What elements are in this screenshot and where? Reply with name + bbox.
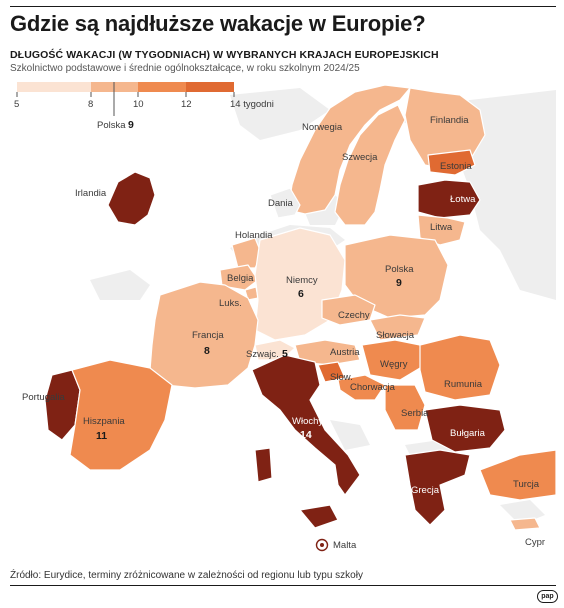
legend-marker-label: Polska (97, 120, 126, 131)
country-cypr (509, 517, 541, 531)
label-luks: Luks. (219, 298, 242, 309)
label-wlochy: Włochy (292, 416, 323, 427)
country-szwecja (334, 104, 406, 226)
country-turcja (479, 449, 557, 501)
label-polska: Polska (385, 264, 414, 275)
label-wegry: Węgry (380, 359, 408, 370)
value-polska: 9 (396, 277, 402, 289)
label-serbia: Serbia (401, 408, 429, 419)
country-wlochy (251, 354, 361, 496)
label-cypr: Cypr (525, 537, 545, 548)
legend-tick-8: 8 (88, 99, 93, 110)
country-belgia (219, 264, 259, 291)
label-litwa: Litwa (430, 222, 453, 233)
country-dania (269, 187, 301, 219)
label-norwegia: Norwegia (302, 122, 343, 133)
country-francja (149, 281, 259, 389)
map-subtitle: DŁUGOŚĆ WAKACJI (W TYGODNIACH) W WYBRANY… (10, 49, 439, 61)
value-szwajcaria: 5 (282, 348, 288, 360)
label-irlandia: Irlandia (75, 188, 107, 199)
label-holandia: Holandia (235, 230, 273, 241)
country-irlandia (107, 171, 156, 226)
label-malta: Malta (333, 540, 357, 551)
legend-tick-12: 12 (181, 99, 192, 110)
label-dania: Dania (268, 198, 294, 209)
country-estonia (427, 149, 476, 176)
label-chorwacja: Chorwacja (350, 382, 396, 393)
country-slowenia (317, 361, 346, 383)
label-szwecja: Szwecja (342, 152, 378, 163)
country-rumunia (419, 334, 501, 401)
label-czechy: Czechy (338, 310, 370, 321)
label-szwajcaria: Szwajc. (246, 349, 279, 360)
value-niemcy: 6 (298, 288, 304, 300)
country-hiszpania (69, 359, 173, 471)
value-wlochy: 14 (300, 429, 312, 441)
source-note: Źródło: Eurydice, terminy zróżnicowane w… (10, 570, 363, 581)
legend-tick-14: 14 tygodni (230, 99, 274, 110)
label-slowenia: Słow. (330, 372, 353, 383)
label-slowacja: Słowacja (376, 330, 415, 341)
legend-marker-value: 9 (128, 119, 134, 131)
label-finlandia: Finlandia (430, 115, 469, 126)
legend-swatch-12-14 (186, 82, 234, 92)
country-wlochy-sardynia (254, 447, 273, 483)
countries (44, 84, 557, 531)
label-turcja: Turcja (513, 479, 540, 490)
legend-swatch-10-12 (138, 82, 186, 92)
country-grecja (404, 449, 471, 526)
bottom-rule (10, 585, 556, 586)
value-francja: 8 (204, 345, 210, 357)
label-austria: Austria (330, 347, 360, 358)
legend-tick-5: 5 (14, 99, 19, 110)
legend: 5 8 10 12 14 tygodni Polska 9 (14, 82, 274, 131)
label-francja: Francja (192, 330, 224, 341)
legend-swatch-5-8 (17, 82, 91, 92)
label-rumunia: Rumunia (444, 379, 483, 390)
malta-marker (315, 538, 329, 552)
label-grecja: Grecja (411, 485, 440, 496)
label-portugalia: Portugalia (22, 392, 65, 403)
map-note: Szkolnictwo podstawowe i średnie ogólnok… (10, 63, 360, 74)
europe-map: Irlandia Norwegia Finlandia Szwecja Esto… (14, 82, 557, 552)
label-bulgaria: Bułgaria (450, 428, 486, 439)
country-slowacja (369, 314, 426, 341)
label-lotwa: Łotwa (450, 194, 476, 205)
top-rule (10, 6, 556, 7)
label-niemcy: Niemcy (286, 275, 318, 286)
country-norwegia (287, 84, 411, 215)
country-bulgaria (424, 404, 506, 453)
label-belgia: Belgia (227, 273, 254, 284)
pap-logo: pap (537, 590, 558, 603)
value-hiszpania: 11 (96, 430, 107, 442)
label-estonia: Estonia (440, 161, 472, 172)
country-serbia (384, 384, 426, 431)
country-wlochy-sycylia (299, 504, 339, 529)
page-title: Gdzie są najdłuższe wakacje w Europie? (10, 11, 426, 36)
country-lotwa (417, 179, 481, 219)
legend-tick-10: 10 (133, 99, 144, 110)
background-land (90, 88, 556, 525)
country-chorwacja (337, 374, 386, 401)
label-hiszpania: Hiszpania (83, 416, 125, 427)
